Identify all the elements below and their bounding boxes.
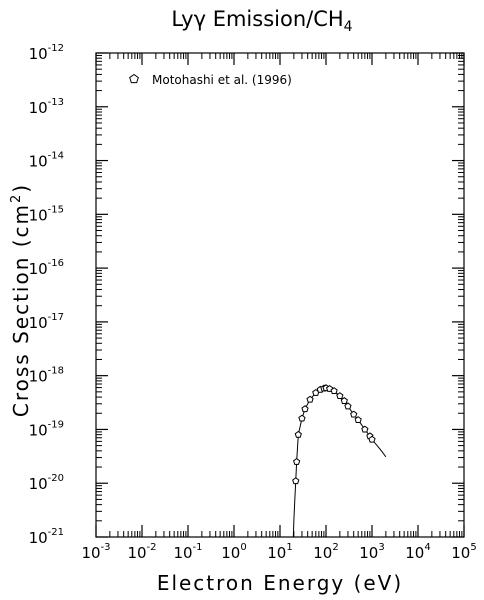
y-tick-label: 10-14 bbox=[29, 151, 64, 171]
x-tick-labels: 10-3 10-2 10-1 100 101 102 103 104 105 bbox=[81, 542, 476, 562]
x-tick-label: 105 bbox=[451, 542, 476, 562]
data-point bbox=[293, 458, 301, 465]
y-tick-label: 10-18 bbox=[29, 366, 64, 386]
y-tick-label: 10-21 bbox=[29, 527, 64, 547]
y-tick-label: 10-13 bbox=[29, 97, 64, 117]
y-tick-label: 10-19 bbox=[29, 419, 64, 439]
data-point bbox=[294, 430, 302, 438]
legend: Motohashi et al. (1996) bbox=[129, 73, 292, 87]
x-tick-label: 103 bbox=[359, 542, 384, 562]
y-tick-label: 10-12 bbox=[29, 43, 64, 63]
y-tick-label: 10-17 bbox=[29, 312, 64, 332]
x-tick-label: 104 bbox=[405, 542, 430, 562]
chart-title: Lyγ Emission/CH4 bbox=[171, 7, 352, 35]
data-point bbox=[306, 395, 314, 403]
plot-frame bbox=[95, 52, 465, 538]
data-point bbox=[298, 414, 306, 422]
x-tick-label: 100 bbox=[221, 542, 246, 562]
data-point bbox=[361, 425, 369, 433]
y-axis-label: Cross Section (cm2) bbox=[9, 183, 33, 417]
data-markers bbox=[292, 384, 376, 485]
x-tick-label: 102 bbox=[313, 542, 338, 562]
x-tick-label: 10-1 bbox=[173, 542, 202, 562]
data-point bbox=[292, 477, 300, 485]
minor-ticks bbox=[96, 53, 464, 537]
x-tick-label: 10-3 bbox=[81, 542, 110, 562]
data-point bbox=[354, 416, 362, 424]
y-tick-label: 10-16 bbox=[29, 258, 64, 278]
data-point bbox=[344, 402, 352, 410]
y-tick-labels: 10-21 10-20 10-19 10-18 10-17 10-16 10-15 10-14… bbox=[29, 43, 64, 547]
y-tick-label: 10-15 bbox=[29, 204, 64, 224]
legend-label: Motohashi et al. (1996) bbox=[152, 73, 292, 87]
x-tick-label: 101 bbox=[267, 542, 292, 562]
data-point bbox=[340, 397, 348, 404]
data-point bbox=[368, 435, 376, 443]
data-point bbox=[336, 392, 344, 400]
data-point bbox=[350, 410, 358, 418]
major-ticks bbox=[95, 52, 465, 538]
x-axis-label: Electron Energy (eV) bbox=[157, 571, 403, 595]
data-point bbox=[330, 387, 338, 395]
x-tick-label: 10-2 bbox=[127, 542, 156, 562]
data-point bbox=[301, 405, 309, 413]
y-tick-label: 10-20 bbox=[29, 473, 64, 493]
legend-marker-pentagon bbox=[129, 73, 139, 84]
